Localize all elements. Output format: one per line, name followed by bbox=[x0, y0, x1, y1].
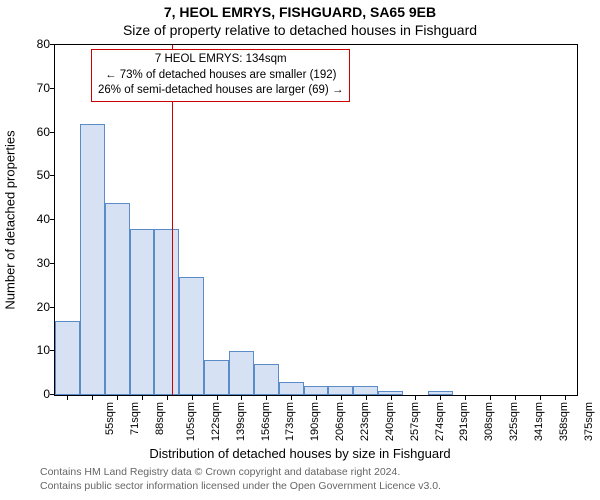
x-tick-label: 257sqm bbox=[409, 402, 421, 441]
x-tick-label: 223sqm bbox=[359, 402, 371, 441]
x-tick-label: 55sqm bbox=[104, 402, 116, 435]
x-tick-label: 190sqm bbox=[309, 402, 321, 441]
y-tick-mark bbox=[50, 307, 54, 308]
y-tick-label: 40 bbox=[28, 212, 50, 226]
x-tick-label: 240sqm bbox=[384, 402, 396, 441]
x-tick-label: 139sqm bbox=[235, 402, 247, 441]
y-tick-label: 70 bbox=[28, 81, 50, 95]
y-tick-label: 80 bbox=[28, 37, 50, 51]
footer-text: Contains HM Land Registry data © Crown c… bbox=[40, 466, 441, 493]
y-tick-mark bbox=[50, 350, 54, 351]
histogram-bar bbox=[279, 382, 304, 395]
x-tick-label: 206sqm bbox=[334, 402, 346, 441]
chart-container: 7, HEOL EMRYS, FISHGUARD, SA65 9EB Size … bbox=[0, 0, 600, 500]
histogram-bar bbox=[55, 321, 80, 395]
x-tick-label: 156sqm bbox=[260, 402, 272, 441]
x-tick-mark bbox=[217, 396, 218, 400]
x-tick-mark bbox=[366, 396, 367, 400]
histogram-bar bbox=[353, 386, 378, 395]
histogram-bar bbox=[130, 229, 155, 395]
x-tick-label: 325sqm bbox=[508, 402, 520, 441]
x-tick-label: 308sqm bbox=[483, 402, 495, 441]
x-tick-mark bbox=[515, 396, 516, 400]
y-axis-label: Number of detached properties bbox=[3, 130, 18, 309]
x-tick-mark bbox=[142, 396, 143, 400]
footer-line-1: Contains HM Land Registry data © Crown c… bbox=[40, 466, 441, 480]
x-tick-label: 71sqm bbox=[129, 402, 141, 435]
y-tick-label: 30 bbox=[28, 256, 50, 270]
annotation-box: 7 HEOL EMRYS: 134sqm ← 73% of detached h… bbox=[91, 49, 350, 102]
y-tick-label: 10 bbox=[28, 343, 50, 357]
x-tick-label: 341sqm bbox=[533, 402, 545, 441]
y-tick-label: 0 bbox=[28, 387, 50, 401]
footer-line-2: Contains public sector information licen… bbox=[40, 480, 441, 494]
x-tick-mark bbox=[540, 396, 541, 400]
y-tick-mark bbox=[50, 88, 54, 89]
histogram-bar bbox=[428, 391, 453, 395]
x-tick-mark bbox=[316, 396, 317, 400]
histogram-bar bbox=[204, 360, 229, 395]
x-tick-mark bbox=[167, 396, 168, 400]
histogram-bar bbox=[229, 351, 254, 395]
x-tick-mark bbox=[565, 396, 566, 400]
annotation-line-3: 26% of semi-detached houses are larger (… bbox=[98, 83, 343, 99]
y-tick-label: 50 bbox=[28, 168, 50, 182]
chart-address: 7, HEOL EMRYS, FISHGUARD, SA65 9EB bbox=[0, 4, 600, 20]
histogram-bar bbox=[154, 229, 179, 395]
x-tick-mark bbox=[67, 396, 68, 400]
x-tick-mark bbox=[465, 396, 466, 400]
x-tick-mark bbox=[490, 396, 491, 400]
x-tick-label: 358sqm bbox=[558, 402, 570, 441]
x-tick-mark bbox=[415, 396, 416, 400]
chart-subtitle: Size of property relative to detached ho… bbox=[0, 22, 600, 38]
plot-area: 7 HEOL EMRYS: 134sqm ← 73% of detached h… bbox=[54, 44, 578, 396]
x-tick-label: 173sqm bbox=[285, 402, 297, 441]
x-tick-mark bbox=[266, 396, 267, 400]
annotation-line-1: 7 HEOL EMRYS: 134sqm bbox=[98, 52, 343, 68]
y-tick-mark bbox=[50, 132, 54, 133]
x-tick-label: 88sqm bbox=[154, 402, 166, 435]
x-tick-label: 105sqm bbox=[185, 402, 197, 441]
x-axis-label: Distribution of detached houses by size … bbox=[0, 446, 600, 461]
x-tick-label: 375sqm bbox=[583, 402, 595, 441]
x-tick-mark bbox=[192, 396, 193, 400]
y-tick-mark bbox=[50, 44, 54, 45]
x-tick-mark bbox=[391, 396, 392, 400]
x-tick-mark bbox=[117, 396, 118, 400]
x-tick-mark bbox=[241, 396, 242, 400]
y-tick-label: 20 bbox=[28, 300, 50, 314]
y-tick-mark bbox=[50, 175, 54, 176]
histogram-bar bbox=[328, 386, 353, 395]
y-tick-label: 60 bbox=[28, 125, 50, 139]
histogram-bar bbox=[80, 124, 105, 395]
histogram-bar bbox=[105, 203, 130, 396]
y-tick-mark bbox=[50, 219, 54, 220]
y-tick-mark bbox=[50, 394, 54, 395]
histogram-bar bbox=[179, 277, 204, 395]
histogram-bar bbox=[304, 386, 329, 395]
histogram-bar bbox=[378, 391, 403, 395]
x-tick-mark bbox=[440, 396, 441, 400]
histogram-bar bbox=[254, 364, 279, 395]
x-tick-label: 122sqm bbox=[210, 402, 222, 441]
annotation-line-2: ← 73% of detached houses are smaller (19… bbox=[98, 68, 343, 84]
x-tick-mark bbox=[92, 396, 93, 400]
x-tick-label: 291sqm bbox=[459, 402, 471, 441]
x-tick-mark bbox=[291, 396, 292, 400]
y-tick-mark bbox=[50, 263, 54, 264]
x-tick-label: 274sqm bbox=[434, 402, 446, 441]
x-tick-mark bbox=[341, 396, 342, 400]
